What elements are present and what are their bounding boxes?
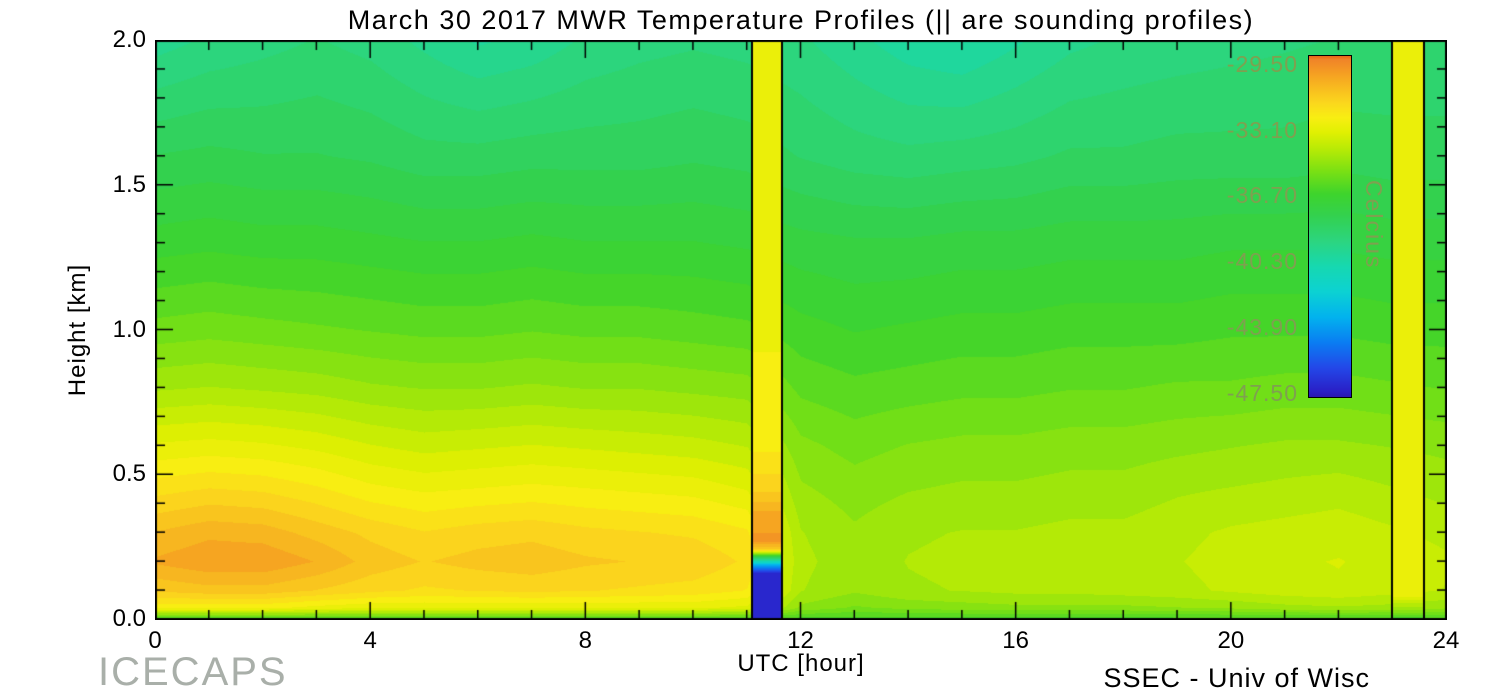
x-tick-label: 24 [1432, 627, 1460, 654]
x-tick-label: 12 [787, 627, 814, 654]
x-tick-label: 0 [148, 627, 162, 654]
colorbar [1308, 55, 1352, 398]
y-tick-label: 1.5 [112, 170, 146, 198]
x-tick-label: 4 [363, 627, 377, 654]
x-tick-label: 20 [1217, 627, 1245, 654]
y-tick-label: 2.0 [112, 26, 146, 53]
colorbar-tick-label: -43.90 [1226, 313, 1298, 340]
colorbar-tick-label: -33.10 [1226, 116, 1298, 143]
colorbar-tick-label: -29.50 [1226, 51, 1298, 78]
x-tick-label: 8 [578, 627, 592, 654]
x-tick-label: 16 [1002, 627, 1029, 654]
colorbar-tick-label: -47.50 [1226, 379, 1298, 406]
colorbar-tick-label: -36.70 [1226, 182, 1298, 209]
chart-title: March 30 2017 MWR Temperature Profiles (… [347, 5, 1255, 35]
icecaps-watermark: ICECAPS [98, 650, 288, 694]
colorbar-unit-label: Celcius [1361, 180, 1387, 270]
heatmap-canvas [155, 40, 1447, 620]
credit-text: SSEC - Univ of Wisc [1103, 663, 1370, 693]
y-tick-label: 0.5 [112, 460, 146, 488]
colorbar-tick-label: -40.30 [1226, 248, 1298, 275]
y-tick-label: 1.0 [112, 315, 146, 343]
y-tick-label: 0.0 [112, 605, 146, 632]
x-axis-label: UTC [hour] [737, 650, 865, 677]
